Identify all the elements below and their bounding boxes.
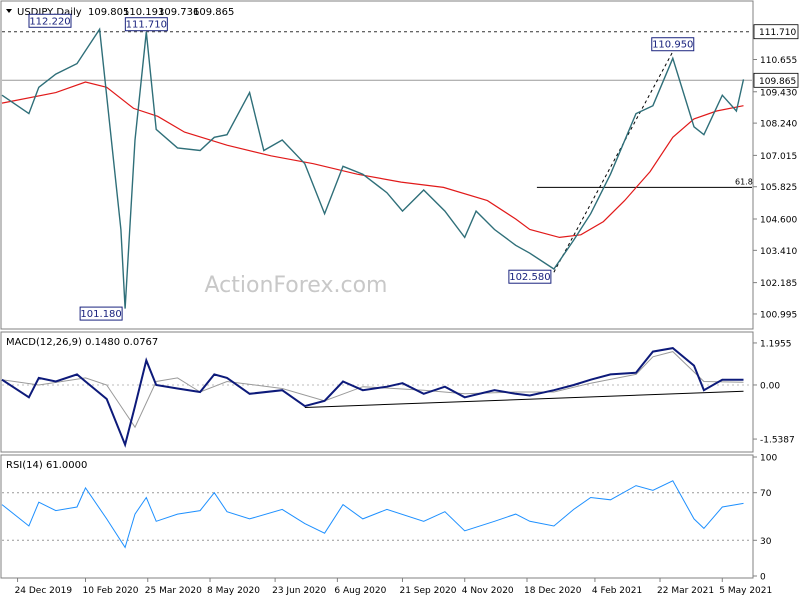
rsi-y-axis: 100 70 30 0 xyxy=(2,454,777,583)
price-tick-label: 105.825 xyxy=(760,183,797,193)
price-annotation-label: 111.710 xyxy=(126,20,167,31)
price-annotation-box xyxy=(79,306,123,321)
x-tick-label: 4 Feb 2021 xyxy=(592,586,642,596)
ohlc-close: 109.865 xyxy=(193,7,234,18)
price-panel-border xyxy=(0,0,754,330)
price-tick-label: 109.430 xyxy=(760,88,797,98)
price-annotation-box xyxy=(28,13,72,28)
macd-title: MACD(12,26,9) 0.1480 0.0767 xyxy=(6,337,158,348)
price-tick-label: 103.410 xyxy=(760,247,797,257)
x-tick-label: 5 May 2021 xyxy=(719,586,772,596)
price-annotation-box xyxy=(651,37,695,52)
macd-series-layer xyxy=(1,347,744,448)
price-level-tag-label: 111.710 xyxy=(759,28,796,38)
x-tick-label: 21 Sep 2020 xyxy=(399,586,456,596)
price-annotation-label: 110.950 xyxy=(652,40,693,51)
price-header: USDJPY,Daily 109.805 110.193 109.736 109… xyxy=(6,7,234,18)
price-tick-label: 107.015 xyxy=(760,152,797,162)
price-tick-label: 100.995 xyxy=(760,310,797,320)
x-tick-label: 25 Mar 2020 xyxy=(145,586,202,596)
x-tick-label: 24 Dec 2019 xyxy=(15,586,73,596)
fibonacci-level-label: 61.8 xyxy=(735,177,753,186)
rsi-line xyxy=(1,480,744,549)
rsi-tick-label: 0 xyxy=(760,573,766,583)
ohlc-open: 109.805 xyxy=(88,7,129,18)
ohlc-low: 109.736 xyxy=(158,7,199,18)
ohlc-high: 110.193 xyxy=(123,7,164,18)
x-tick-label: 23 Jun 2020 xyxy=(272,586,326,596)
x-tick-label: 22 Mar 2021 xyxy=(657,586,714,596)
price-annotation-box xyxy=(124,17,168,32)
price-level-tag xyxy=(753,24,799,40)
rsi-tick-label: 100 xyxy=(760,454,777,464)
macd-tick-label: 1.1955 xyxy=(760,339,792,349)
symbol-title: USDJPY,Daily xyxy=(17,7,82,18)
x-tick-label: 10 Feb 2020 xyxy=(82,586,138,596)
price-tick-label: 110.655 xyxy=(760,56,797,66)
moving-average-line xyxy=(1,81,744,239)
macd-tick-label: -1.5387 xyxy=(760,436,795,446)
price-annotation-box xyxy=(508,269,552,284)
rsi-panel-border xyxy=(0,454,754,579)
rsi-tick-label: 30 xyxy=(760,537,772,547)
price-annotations: 112.220 111.710 101.180 102.580 110.950 xyxy=(28,13,695,321)
price-reference-lines: 111.710 109.865 61.8 xyxy=(2,24,799,273)
price-tick-label: 108.240 xyxy=(760,120,797,130)
macd-trendline xyxy=(304,390,744,408)
macd-line xyxy=(1,347,744,448)
collapse-triangle-icon[interactable] xyxy=(6,9,12,13)
price-tick-label: 102.185 xyxy=(760,279,797,289)
price-level-tag xyxy=(753,72,799,88)
macd-panel-border xyxy=(0,331,754,453)
rsi-tick-label: 70 xyxy=(760,489,772,499)
price-annotation-label: 101.180 xyxy=(80,309,121,320)
rsi-title: RSI(14) 61.0000 xyxy=(6,460,87,471)
rsi-series-layer xyxy=(1,480,744,549)
watermark-text: ActionForex.com xyxy=(205,273,388,298)
x-tick-label: 4 Nov 2020 xyxy=(462,586,514,596)
x-tick-label: 8 May 2020 xyxy=(207,586,260,596)
date-x-axis: 24 Dec 2019 10 Feb 2020 25 Mar 2020 8 May 2… xyxy=(15,578,772,596)
x-tick-label: 6 Aug 2020 xyxy=(334,586,386,596)
price-tick-label: 104.600 xyxy=(760,216,797,226)
price-series-layer xyxy=(1,27,745,309)
macd-signal-line xyxy=(1,351,744,429)
price-annotation-label: 102.580 xyxy=(509,272,550,283)
price-line xyxy=(1,27,745,309)
price-y-axis: 110.655 109.430 108.240 107.015 105.825 104.6… xyxy=(753,56,797,320)
macd-tick-label: 0.00 xyxy=(760,381,780,391)
swing-projection-line xyxy=(553,51,674,273)
chart-frame xyxy=(0,0,754,579)
price-annotation-label: 112.220 xyxy=(29,16,70,27)
macd-y-axis: 1.1955 0.00 -1.5387 xyxy=(2,339,795,446)
x-tick-label: 18 Dec 2020 xyxy=(524,586,582,596)
price-level-tag-label: 109.865 xyxy=(759,77,796,87)
